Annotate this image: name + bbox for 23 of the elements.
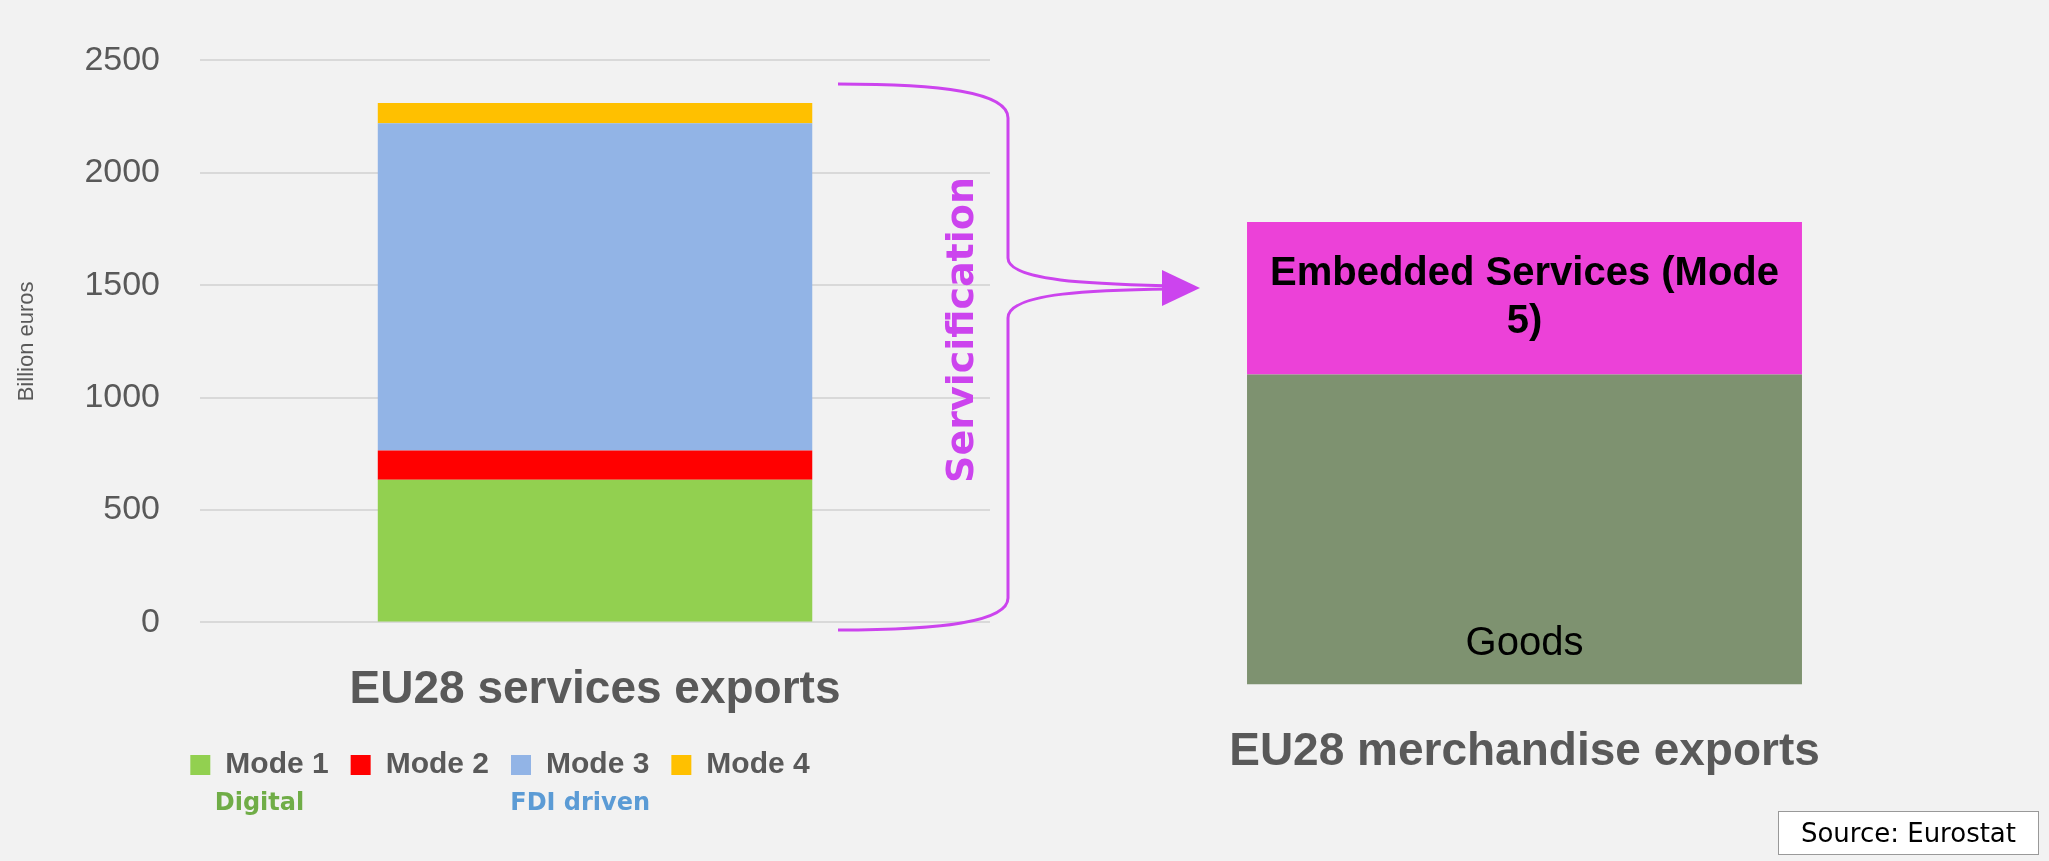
legend-label: Mode 2 (385, 746, 490, 780)
legend-label: Mode 3 (546, 746, 650, 780)
x-axis-title: EU28 merchandise exports (1229, 723, 1820, 776)
text: FDI driven (510, 788, 651, 816)
y-tick-label: 0 (141, 600, 161, 639)
legend-label: Mode 1 (225, 746, 329, 780)
bar (377, 103, 813, 124)
y-tick-label: 1000 (84, 375, 161, 414)
text: Digital (214, 788, 305, 816)
text: Servicification (938, 177, 982, 483)
legend-label: Mode 4 (706, 746, 810, 780)
y-axis-title: Billion euros (13, 281, 39, 402)
bar (377, 123, 813, 451)
x-axis-title: EU28 services exports (349, 661, 841, 714)
y-tick-label: 2000 (84, 151, 161, 190)
y-tick-label: 2500 (84, 38, 161, 77)
source-note: Source: Eurostat (1777, 811, 2039, 855)
y-tick-label: 1500 (84, 263, 161, 302)
bar (377, 450, 813, 480)
bar (377, 479, 813, 622)
y-tick-label: 500 (103, 488, 161, 527)
series-label: Goods (1465, 619, 1584, 664)
series-label: Embedded Services (Mode 5) (1269, 249, 1780, 342)
